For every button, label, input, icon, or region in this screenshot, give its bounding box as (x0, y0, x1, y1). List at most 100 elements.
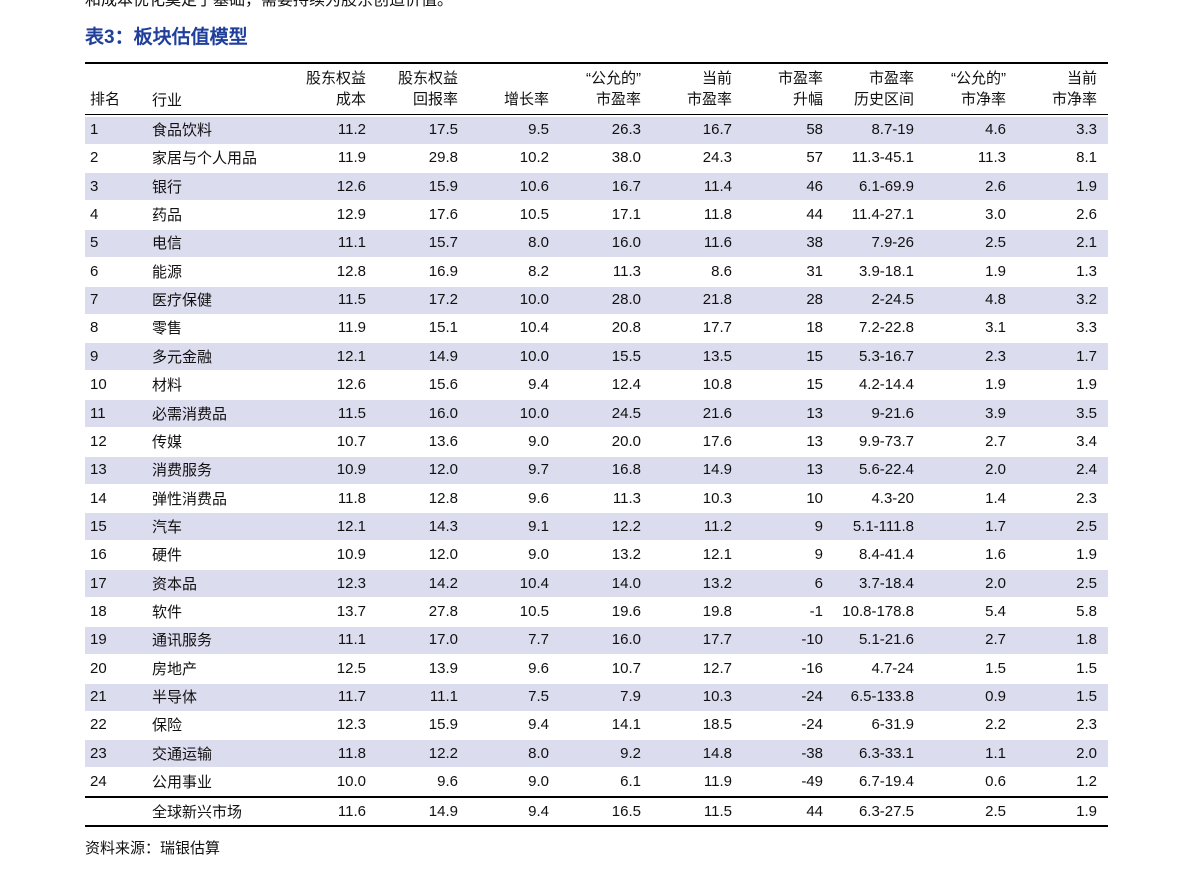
column-header: 市盈率 (868, 70, 914, 87)
table-cell: 11 (90, 404, 106, 422)
table-cell: 11.9 (703, 773, 732, 791)
table-cell: 18 (90, 602, 107, 620)
table-cell: 2.4 (1076, 461, 1097, 479)
table-cell: 13 (806, 461, 823, 479)
table-cell: 3.2 (1076, 291, 1097, 309)
table-cell: 11.7 (337, 688, 366, 705)
table-cell: 12.3 (336, 574, 366, 592)
table-cell: 2.3 (1076, 489, 1097, 507)
table-cell: 8.7-19 (871, 121, 914, 138)
table-cell: 13.2 (702, 574, 732, 592)
table-cell: 23 (90, 744, 107, 762)
table-cell: 2.5 (985, 234, 1006, 252)
table-cell: 10.3 (702, 489, 732, 507)
table-cell: 4.7-24 (871, 659, 914, 677)
table-cell: 9.6 (437, 773, 458, 791)
table-cell: 3.0 (985, 206, 1006, 224)
summary-cell: 全球新兴市场 (152, 803, 243, 821)
table-cell: 4.3-20 (871, 489, 914, 507)
table-cell: 9.0 (528, 773, 549, 791)
table-cell: 6.1-69.9 (858, 177, 914, 195)
table-cell: 19.8 (702, 602, 732, 620)
table-cell: 9.5 (528, 121, 549, 138)
table-cell: 10.0 (519, 404, 549, 422)
table-cell: 18.5 (702, 716, 732, 734)
table-cell: 11.3 (612, 489, 641, 507)
table-cell: 传媒 (152, 432, 183, 451)
table-cell: 17.7 (702, 319, 732, 337)
table-cell: 28.0 (611, 291, 641, 309)
row-shade (85, 400, 1108, 427)
table-cell: 17.6 (702, 432, 732, 450)
table-cell: 10.7 (336, 432, 366, 450)
table-cell: 7 (90, 291, 99, 309)
table-cell: 9 (814, 517, 823, 535)
row-shade (85, 286, 1108, 314)
table-cell: -1 (809, 602, 823, 620)
table-cell: 3 (90, 177, 99, 195)
table-cell: 15.1 (428, 319, 458, 337)
table-cell: 11.2 (337, 121, 366, 138)
table-cell: 11.8 (703, 206, 732, 224)
table-cell: 10.4 (519, 319, 549, 337)
table-cell: 15.5 (611, 347, 641, 365)
table-cell: -24 (801, 716, 823, 734)
table-cell: 0.6 (985, 773, 1006, 791)
table-cell: 4.2-14.4 (858, 376, 914, 394)
table-cell: 11.5 (337, 291, 366, 309)
table-cell: 12.4 (611, 376, 641, 394)
table-cell: 11.1 (337, 234, 366, 252)
table-cell: 1.5 (985, 659, 1006, 677)
table-cell: 13.5 (702, 347, 732, 365)
table-cell: 能源 (152, 262, 183, 281)
table-cell: 1.9 (985, 262, 1006, 280)
table-cell: 11.8 (337, 744, 366, 762)
table-cell: 9.7 (528, 461, 549, 479)
table-cell: 9.2 (620, 744, 641, 762)
table-cell: 12.1 (336, 347, 366, 365)
table-cell: 半导体 (152, 688, 198, 706)
table-cell: 14.2 (428, 574, 458, 592)
table-cell: 38.0 (611, 149, 641, 167)
table-cell: 17.6 (428, 206, 458, 224)
table-cell: 44 (806, 206, 823, 224)
table-cell: 5.1-21.6 (858, 631, 914, 649)
table-cell: 2.5 (1076, 574, 1097, 592)
table-cell: 15.9 (428, 716, 458, 734)
table-cell: 2.0 (985, 461, 1006, 479)
row-shade (85, 229, 1108, 257)
table-cell: 26.3 (611, 121, 641, 138)
table-cell: 38 (806, 234, 823, 252)
column-header: 股东权益 (397, 70, 458, 87)
table-cell: 10.0 (519, 291, 549, 309)
table-cell: 6 (814, 574, 823, 592)
column-header: 市盈率 (686, 91, 732, 108)
source-note: 资料来源：瑞银估算 (85, 839, 221, 857)
column-header: 市盈率 (595, 91, 641, 108)
column-header: 当前 (701, 70, 732, 87)
table-cell: 6.7-19.4 (858, 773, 914, 791)
table-cell: 11.4-27.1 (851, 206, 914, 224)
table-cell: 9-21.6 (871, 404, 914, 422)
table-cell: 8.2 (528, 262, 549, 280)
table-cell: 3.4 (1076, 432, 1097, 450)
row-shade (85, 513, 1108, 541)
top-rule (85, 62, 1108, 64)
table-cell: 12.0 (428, 546, 458, 564)
table-cell: 13 (90, 461, 107, 479)
table-cell: 13.7 (336, 602, 366, 620)
table-cell: 12.1 (336, 517, 366, 535)
table-cell: 医疗保健 (152, 291, 213, 310)
table-cell: 11.2 (703, 517, 732, 535)
table-cell: 6.1 (620, 773, 641, 791)
table-cell: 13.6 (428, 432, 458, 450)
table-cell: 5.4 (985, 602, 1006, 620)
table-cell: -16 (801, 659, 823, 677)
table-cell: 10.0 (519, 347, 549, 365)
table-cell: 9.0 (528, 546, 549, 564)
table-cell: 3.9 (985, 404, 1006, 422)
table-cell: 12.5 (336, 659, 366, 677)
table-cell: 22 (90, 716, 107, 734)
table-cell: 1.6 (985, 546, 1006, 564)
table-cell: 7.7 (528, 631, 549, 649)
